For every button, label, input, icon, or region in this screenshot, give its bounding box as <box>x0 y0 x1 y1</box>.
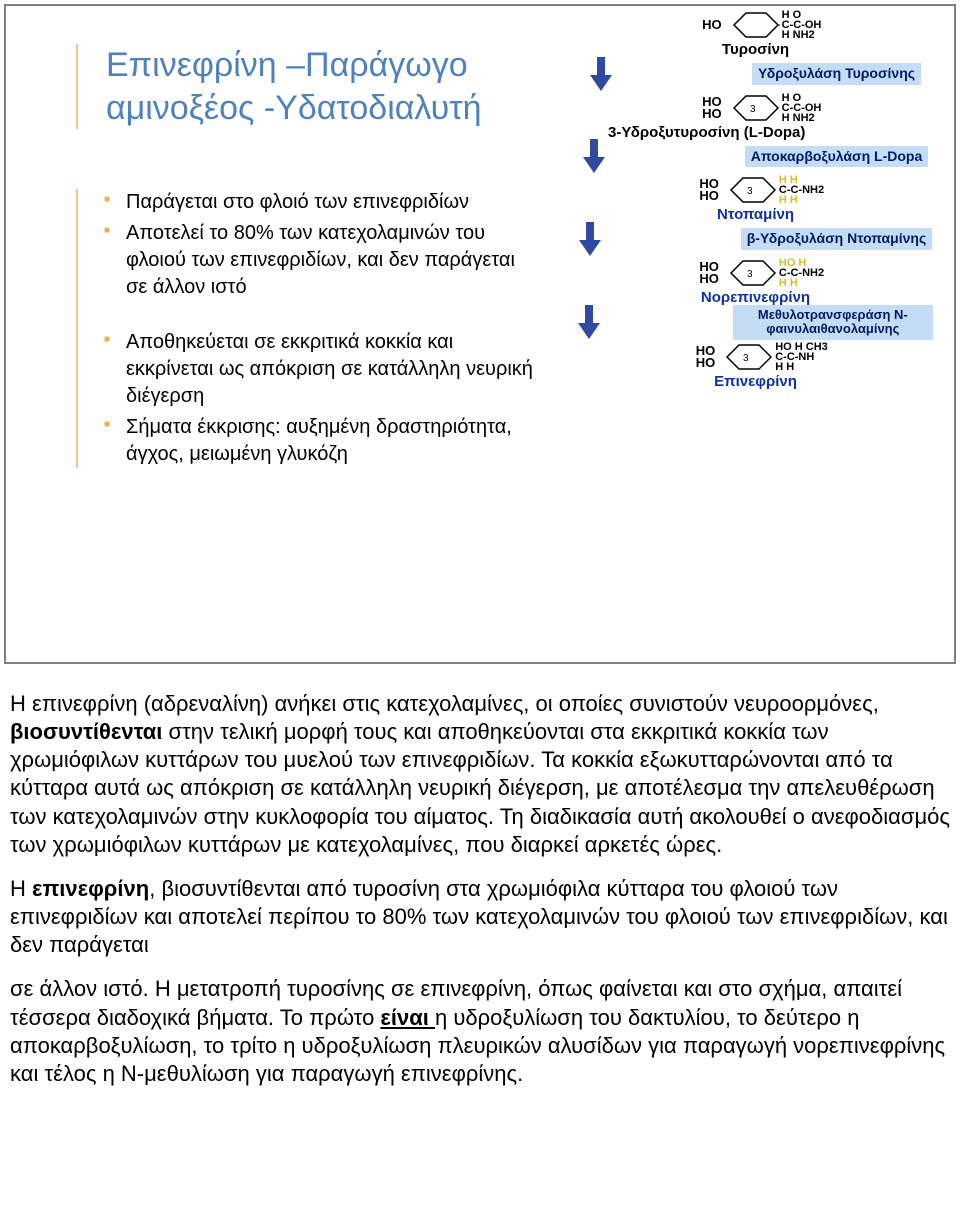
benzene-ring-icon: 3 <box>721 256 777 290</box>
side-chain: HO H CH3 C-C-NH H H <box>775 342 828 372</box>
side-chain: HO H C-C-NH2 H H <box>779 258 824 288</box>
bullet-item: Αποθηκεύεται σε εκκριτικά κοκκία και εκκ… <box>104 329 541 410</box>
slide-frame: Επινεφρίνη –Παράγωγο αμινοξέος -Υδατοδια… <box>4 4 956 664</box>
down-arrow-icon <box>590 57 612 91</box>
enzyme-label: Μεθυλοτρανσφεράση Ν-φαινυλαιθανολαμίνης <box>733 305 933 340</box>
benzene-ring-icon: 3 <box>717 340 773 374</box>
enzyme-label: β-Υδροξυλάση Ντοπαμίνης <box>741 228 933 249</box>
slide-title: Επινεφρίνη –Παράγωγο αμινοξέος -Υδατοδια… <box>76 44 541 129</box>
paragraph: Η επινεφρίνη, βιοσυντίθενται από τυροσίν… <box>10 875 950 959</box>
ho-label: HO HO <box>687 261 719 285</box>
paragraph: Η επινεφρίνη (αδρεναλίνη) ανήκει στις κα… <box>10 690 950 859</box>
svg-text:3: 3 <box>747 186 753 197</box>
bold-underline-term: είναι <box>380 1005 435 1030</box>
ho-label: HO <box>690 19 722 31</box>
molecule-ldopa: HO HO 3 H O C-C-OH H NH2 3-Υδροξυτυροσίν… <box>578 91 933 142</box>
paragraph: σε άλλον ιστό. Η μετατροπή τυροσίνης σε … <box>10 975 950 1088</box>
down-arrow-icon <box>583 139 605 173</box>
bold-term: επινεφρίνη <box>32 876 149 901</box>
ho-label: HO HO <box>687 178 719 202</box>
molecule-tyrosine: HO H O C-C-OH H NH2 Τυροσίνη <box>578 8 933 59</box>
molecule-name: Επινεφρίνη <box>578 374 933 391</box>
molecule-dopamine: HO HO 3 H H C-C-NH2 H H Ντοπαμίνη <box>578 173 933 224</box>
benzene-ring-icon <box>724 8 780 42</box>
svg-text:3: 3 <box>747 269 753 280</box>
body-text: Η επινεφρίνη (αδρεναλίνη) ανήκει στις κα… <box>0 668 960 1124</box>
molecule-epinephrine: HO HO 3 HO H CH3 C-C-NH H H Επινεφρίνη <box>578 340 933 391</box>
slide-bullets: Παράγεται στο φλοιό των επινεφριδίων Απο… <box>76 189 541 468</box>
synthesis-pathway: HO H O C-C-OH H NH2 Τυροσίνη Υδροξυλάση … <box>578 8 933 390</box>
enzyme-label: Υδροξυλάση Τυροσίνης <box>752 63 921 84</box>
benzene-ring-icon: 3 <box>721 173 777 207</box>
benzene-ring-icon: 3 <box>724 91 780 125</box>
ho-label: HO HO <box>690 96 722 120</box>
bullet-item: Αποτελεί το 80% των κατεχολαμινών του φλ… <box>104 220 541 301</box>
molecule-norepinephrine: HO HO 3 HO H C-C-NH2 H H Νορεπινεφρίνη <box>578 256 933 307</box>
side-chain: H O C-C-OH H NH2 <box>782 10 822 40</box>
down-arrow-icon <box>578 305 593 339</box>
bold-term: βιοσυντίθενται <box>10 719 162 744</box>
ho-label: HO HO <box>683 345 715 369</box>
side-chain: H H C-C-NH2 H H <box>779 175 824 205</box>
bullet-item: Παράγεται στο φλοιό των επινεφριδίων <box>104 189 541 216</box>
down-arrow-icon <box>579 222 601 256</box>
side-chain: H O C-C-OH H NH2 <box>782 93 822 123</box>
svg-text:3: 3 <box>743 353 749 364</box>
enzyme-label: Αποκαρβοξυλάση L-Dopa <box>745 146 929 167</box>
bullet-item: Σήματα έκκρισης: αυξημένη δραστηριότητα,… <box>104 414 541 468</box>
ring-pos: 3 <box>750 104 756 115</box>
slide-right-column: HO H O C-C-OH H NH2 Τυροσίνη Υδροξυλάση … <box>560 6 954 390</box>
slide-left-column: Επινεφρίνη –Παράγωγο αμινοξέος -Υδατοδια… <box>6 6 551 528</box>
